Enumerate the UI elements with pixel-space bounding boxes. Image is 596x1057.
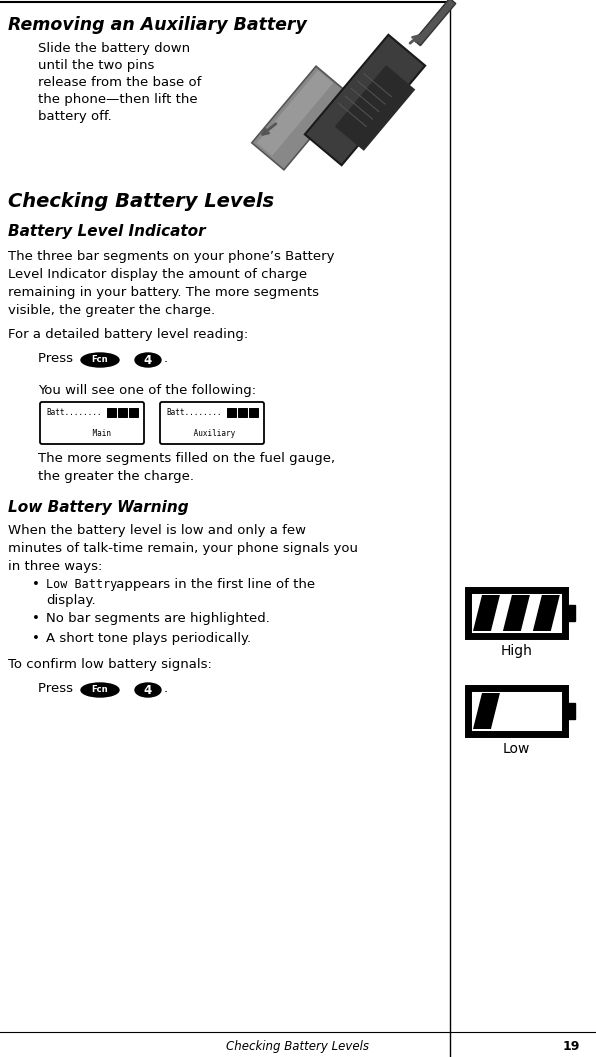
Text: You will see one of the following:: You will see one of the following:: [38, 384, 256, 397]
Polygon shape: [473, 595, 500, 631]
FancyBboxPatch shape: [160, 402, 264, 444]
Text: •: •: [32, 632, 40, 645]
Text: Auxiliary: Auxiliary: [189, 429, 235, 438]
Bar: [107, 408, 116, 418]
Text: Batt........: Batt........: [166, 408, 222, 418]
Text: When the battery level is low and only a few
minutes of talk-time remain, your p: When the battery level is low and only a…: [8, 524, 358, 573]
Text: No bar segments are highlighted.: No bar segments are highlighted.: [46, 612, 270, 625]
Text: until the two pins: until the two pins: [38, 59, 154, 72]
Polygon shape: [335, 66, 415, 151]
Text: 4: 4: [144, 684, 152, 697]
Text: Slide the battery down: Slide the battery down: [38, 42, 190, 55]
Polygon shape: [414, 0, 456, 45]
Text: Batt........: Batt........: [46, 408, 101, 418]
Ellipse shape: [135, 353, 161, 367]
Text: Removing an Auxiliary Battery: Removing an Auxiliary Battery: [8, 16, 307, 34]
Polygon shape: [533, 595, 560, 631]
Polygon shape: [473, 693, 500, 729]
Bar: [238, 408, 247, 418]
Text: Fcn: Fcn: [92, 355, 108, 365]
FancyBboxPatch shape: [40, 402, 144, 444]
Bar: [129, 408, 138, 418]
Text: battery off.: battery off.: [38, 110, 112, 123]
Text: 19: 19: [563, 1040, 580, 1053]
Bar: [566, 605, 575, 622]
Bar: [566, 703, 575, 719]
Text: The more segments filled on the fuel gauge,
the greater the charge.: The more segments filled on the fuel gau…: [38, 452, 335, 483]
Text: 4: 4: [144, 353, 152, 367]
Text: Low Battry: Low Battry: [46, 578, 117, 591]
Text: A short tone plays periodically.: A short tone plays periodically.: [46, 632, 251, 645]
Ellipse shape: [81, 683, 119, 697]
Text: Press: Press: [38, 682, 77, 696]
Text: appears in the first line of the: appears in the first line of the: [112, 578, 315, 591]
Bar: [227, 408, 236, 418]
Bar: [468, 590, 565, 636]
Ellipse shape: [81, 353, 119, 367]
Text: High: High: [501, 644, 532, 659]
Text: Checking Battery Levels: Checking Battery Levels: [226, 1040, 370, 1053]
Polygon shape: [257, 70, 333, 155]
Text: Press: Press: [38, 352, 77, 365]
Text: Low: Low: [502, 742, 530, 756]
Text: Battery Level Indicator: Battery Level Indicator: [8, 224, 206, 239]
Text: .: .: [164, 352, 168, 365]
Text: •: •: [32, 612, 40, 625]
Ellipse shape: [135, 683, 161, 697]
Text: display.: display.: [46, 594, 95, 607]
Polygon shape: [305, 35, 425, 165]
Text: •: •: [32, 578, 40, 591]
Text: To confirm low battery signals:: To confirm low battery signals:: [8, 659, 212, 671]
Text: Fcn: Fcn: [92, 686, 108, 694]
Polygon shape: [252, 67, 348, 170]
Bar: [118, 408, 127, 418]
Text: Main: Main: [73, 429, 110, 438]
Text: .: .: [164, 682, 168, 696]
Polygon shape: [503, 595, 530, 631]
Text: The three bar segments on your phone’s Battery
Level Indicator display the amoun: The three bar segments on your phone’s B…: [8, 251, 334, 317]
Bar: [468, 688, 565, 734]
Text: release from the base of: release from the base of: [38, 76, 201, 89]
Bar: [249, 408, 258, 418]
Text: Checking Battery Levels: Checking Battery Levels: [8, 192, 274, 211]
Text: For a detailed battery level reading:: For a detailed battery level reading:: [8, 328, 249, 341]
Text: the phone—then lift the: the phone—then lift the: [38, 93, 198, 106]
Text: Low Battery Warning: Low Battery Warning: [8, 500, 188, 515]
